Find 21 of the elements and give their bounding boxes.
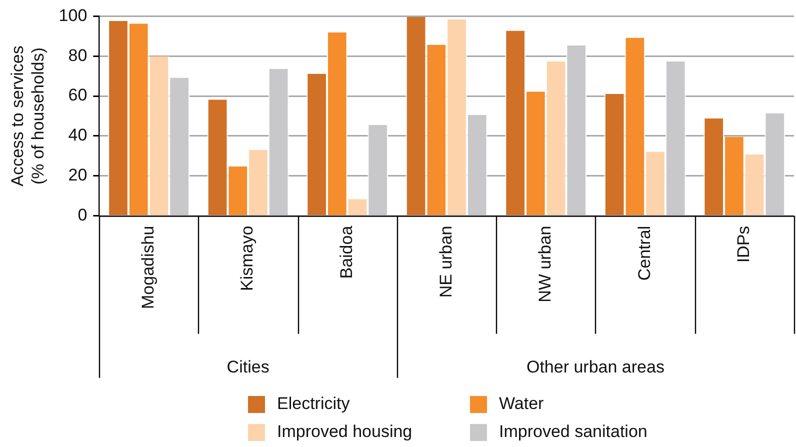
legend-label: Improved sanitation bbox=[499, 422, 648, 442]
text: Cities bbox=[226, 358, 270, 377]
text: (% of households) bbox=[28, 48, 48, 185]
x-tick-label: NE urban bbox=[436, 226, 456, 298]
x-tick-label: Mogadishu bbox=[138, 226, 158, 310]
y-tick-label: 80 bbox=[68, 46, 88, 65]
y-tick-label: 20 bbox=[68, 166, 88, 185]
legend-label: Water bbox=[499, 394, 544, 414]
y-tick-label: 100 bbox=[58, 6, 88, 25]
y-tick-label: 0 bbox=[78, 206, 88, 225]
x-tick-label: IDPs bbox=[734, 226, 754, 263]
y-tick-label: 60 bbox=[68, 86, 88, 105]
legend-label: Electricity bbox=[277, 394, 350, 414]
x-tick-label: Kismayo bbox=[238, 226, 257, 292]
x-tick-label: NW urban bbox=[536, 226, 555, 302]
text: Access to services bbox=[8, 46, 27, 186]
text: Other urban areas bbox=[526, 358, 664, 377]
legend-label: Improved housing bbox=[277, 422, 412, 442]
x-tick-label: Central bbox=[634, 226, 654, 281]
y-tick-label: 40 bbox=[68, 126, 88, 145]
x-tick-label: Baidoa bbox=[337, 225, 356, 279]
